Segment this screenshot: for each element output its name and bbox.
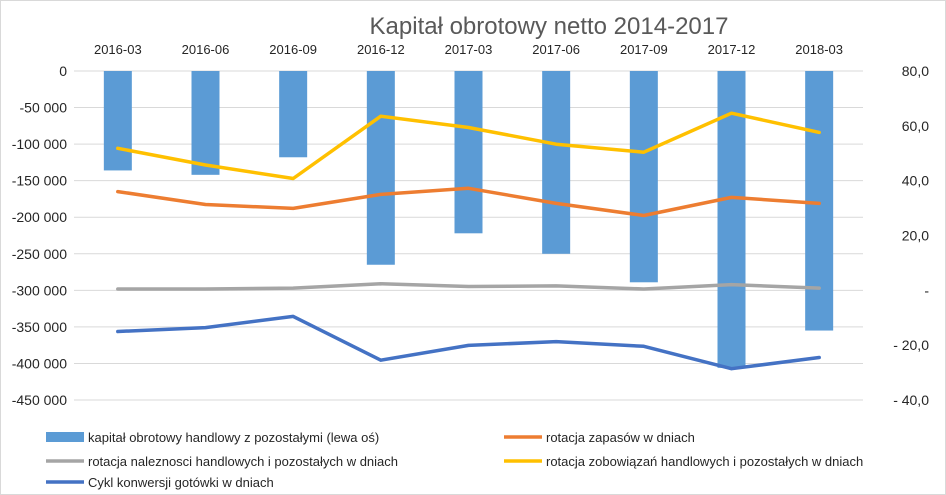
legend: kapitał obrotowy handlowy z pozostałymi … [46, 430, 863, 490]
bar [805, 71, 834, 331]
right-axis-tick-label: 60,0 [902, 118, 929, 134]
right-axis-tick-label: - [924, 282, 929, 298]
x-axis-tick-label: 2017-12 [708, 42, 756, 57]
right-axis-tick-label: - 20,0 [893, 337, 929, 353]
left-axis-tick-label: -450 000 [12, 392, 67, 408]
series-line [116, 111, 821, 181]
bar [454, 71, 483, 234]
chart-title: Kapitał obrotowy netto 2014-2017 [370, 13, 729, 40]
right-axis-tick-label: 80,0 [902, 63, 929, 79]
bar [279, 71, 308, 158]
bar [717, 71, 746, 368]
left-axis-tick-label: -250 000 [12, 246, 67, 262]
x-axis-tick-labels: 2016-03 2016-06 2016-09 2016-12 2017-03 2017-… [94, 42, 843, 57]
right-axis-tick-labels: 80,0 60,0 40,0 20,0 - - 20,0 - 40,0 [893, 63, 929, 408]
left-axis-tick-labels: 0 -50 000 -100 000 -150 000 -200 000 -250 000… [12, 63, 67, 408]
right-axis-tick-label: 40,0 [902, 173, 929, 189]
legend-label: Cykl konwersji gotówki w dniach [88, 475, 274, 490]
legend-label: kapitał obrotowy handlowy z pozostałymi … [88, 430, 379, 445]
bar [366, 71, 395, 265]
left-axis-tick-label: -300 000 [12, 282, 67, 298]
x-axis-tick-label: 2018-03 [795, 42, 843, 57]
left-axis-tick-label: -200 000 [12, 209, 67, 225]
left-axis-tick-label: 0 [59, 63, 67, 79]
x-axis-tick-label: 2017-03 [445, 42, 493, 57]
x-axis-tick-label: 2016-03 [94, 42, 142, 57]
legend-swatch [46, 432, 84, 442]
series-line [116, 314, 821, 371]
legend-label: rotacja naleznosci handlowych i pozostał… [88, 454, 398, 469]
legend-label: rotacja zapasów w dniach [546, 430, 695, 445]
left-axis-tick-label: -400 000 [12, 355, 67, 371]
bar [542, 71, 571, 254]
left-axis-tick-label: -50 000 [20, 100, 68, 116]
bar [103, 71, 132, 171]
right-axis-tick-label: 20,0 [902, 228, 929, 244]
x-axis-tick-label: 2017-09 [620, 42, 668, 57]
legend-label: rotacja zobowiązań handlowych i pozostał… [546, 454, 863, 469]
x-axis-tick-label: 2016-12 [357, 42, 405, 57]
left-axis-tick-label: -150 000 [12, 173, 67, 189]
series-line [116, 282, 821, 291]
left-axis-tick-label: -100 000 [12, 136, 67, 152]
line-series [116, 111, 821, 371]
x-axis-tick-label: 2017-06 [532, 42, 580, 57]
bar [629, 71, 658, 283]
left-axis-tick-label: -350 000 [12, 319, 67, 335]
series-line [116, 186, 821, 218]
bar [191, 71, 220, 175]
x-axis-tick-label: 2016-09 [269, 42, 317, 57]
x-axis-tick-label: 2016-06 [182, 42, 230, 57]
bar-series [103, 71, 834, 368]
right-axis-tick-label: - 40,0 [893, 392, 929, 408]
